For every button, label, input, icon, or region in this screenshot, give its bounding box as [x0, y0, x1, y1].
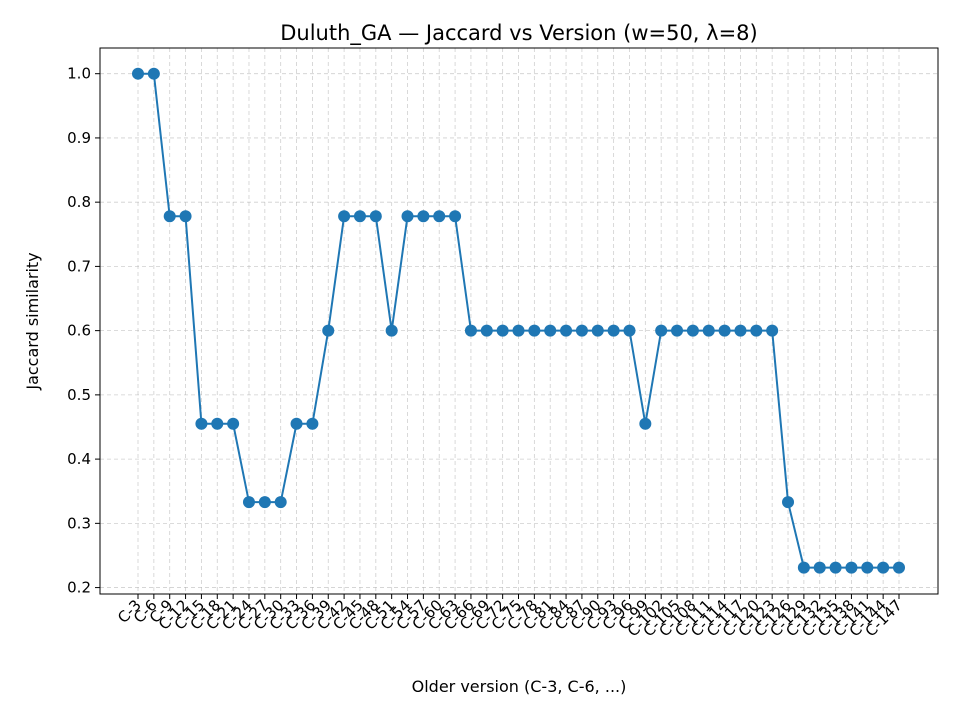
data-point — [845, 561, 858, 574]
y-tick-label: 0.3 — [67, 514, 91, 532]
data-point — [766, 324, 779, 337]
data-point — [464, 324, 477, 337]
y-tick-label: 0.4 — [67, 450, 91, 468]
plot-area-frame — [99, 47, 939, 595]
y-tick-label: 0.7 — [67, 257, 91, 275]
data-point — [686, 324, 699, 337]
y-tick-label: 0.8 — [67, 193, 91, 211]
y-tick-label: 1.0 — [67, 65, 91, 83]
x-axis-ticks: C-3C-6C-9C-12C-15C-18C-21C-24C-27C-30C-3… — [114, 594, 906, 640]
data-point — [782, 496, 795, 509]
data-point — [258, 496, 271, 509]
data-point — [227, 417, 240, 430]
data-point — [496, 324, 509, 337]
data-point — [560, 324, 573, 337]
data-point — [893, 561, 905, 574]
data-point — [369, 210, 382, 223]
data-point — [671, 324, 684, 337]
data-point — [274, 496, 287, 509]
data-point — [211, 417, 224, 430]
data-point — [306, 417, 319, 430]
y-tick-label: 0.2 — [67, 579, 91, 597]
series-points — [132, 67, 905, 574]
data-point — [242, 496, 255, 509]
data-point — [718, 324, 731, 337]
data-point — [607, 324, 620, 337]
grid — [100, 48, 938, 594]
data-point — [702, 324, 715, 337]
data-point — [433, 210, 446, 223]
data-point — [147, 67, 160, 80]
chart-title: Duluth_GA — Jaccard vs Version (w=50, λ=… — [280, 21, 758, 46]
data-point — [813, 561, 826, 574]
data-point — [639, 417, 652, 430]
data-point — [544, 324, 557, 337]
data-point — [797, 561, 810, 574]
data-point — [750, 324, 763, 337]
y-axis-label: Jaccard similarity — [23, 252, 42, 390]
data-point — [591, 324, 604, 337]
data-point — [449, 210, 462, 223]
data-point — [163, 210, 176, 223]
y-tick-label: 0.9 — [67, 129, 91, 147]
data-point — [179, 210, 192, 223]
data-point — [528, 324, 541, 337]
data-point — [322, 324, 335, 337]
data-point — [575, 324, 588, 337]
x-axis-label: Older version (C-3, C-6, ...) — [412, 677, 627, 696]
y-tick-label: 0.5 — [67, 386, 91, 404]
data-point — [623, 324, 636, 337]
data-point — [401, 210, 414, 223]
data-point — [353, 210, 366, 223]
data-point — [655, 324, 668, 337]
data-point — [861, 561, 874, 574]
data-point — [734, 324, 747, 337]
data-point — [829, 561, 842, 574]
data-point — [877, 561, 890, 574]
data-point — [385, 324, 398, 337]
data-point — [338, 210, 351, 223]
data-point — [195, 417, 208, 430]
data-point — [290, 417, 303, 430]
data-point — [132, 67, 144, 80]
y-tick-label: 0.6 — [67, 322, 91, 340]
data-point — [417, 210, 430, 223]
data-point — [480, 324, 493, 337]
y-axis-ticks: 0.2 0.3 0.4 0.5 0.6 0.7 0.8 0.9 1.0 — [67, 65, 100, 597]
data-point — [512, 324, 525, 337]
